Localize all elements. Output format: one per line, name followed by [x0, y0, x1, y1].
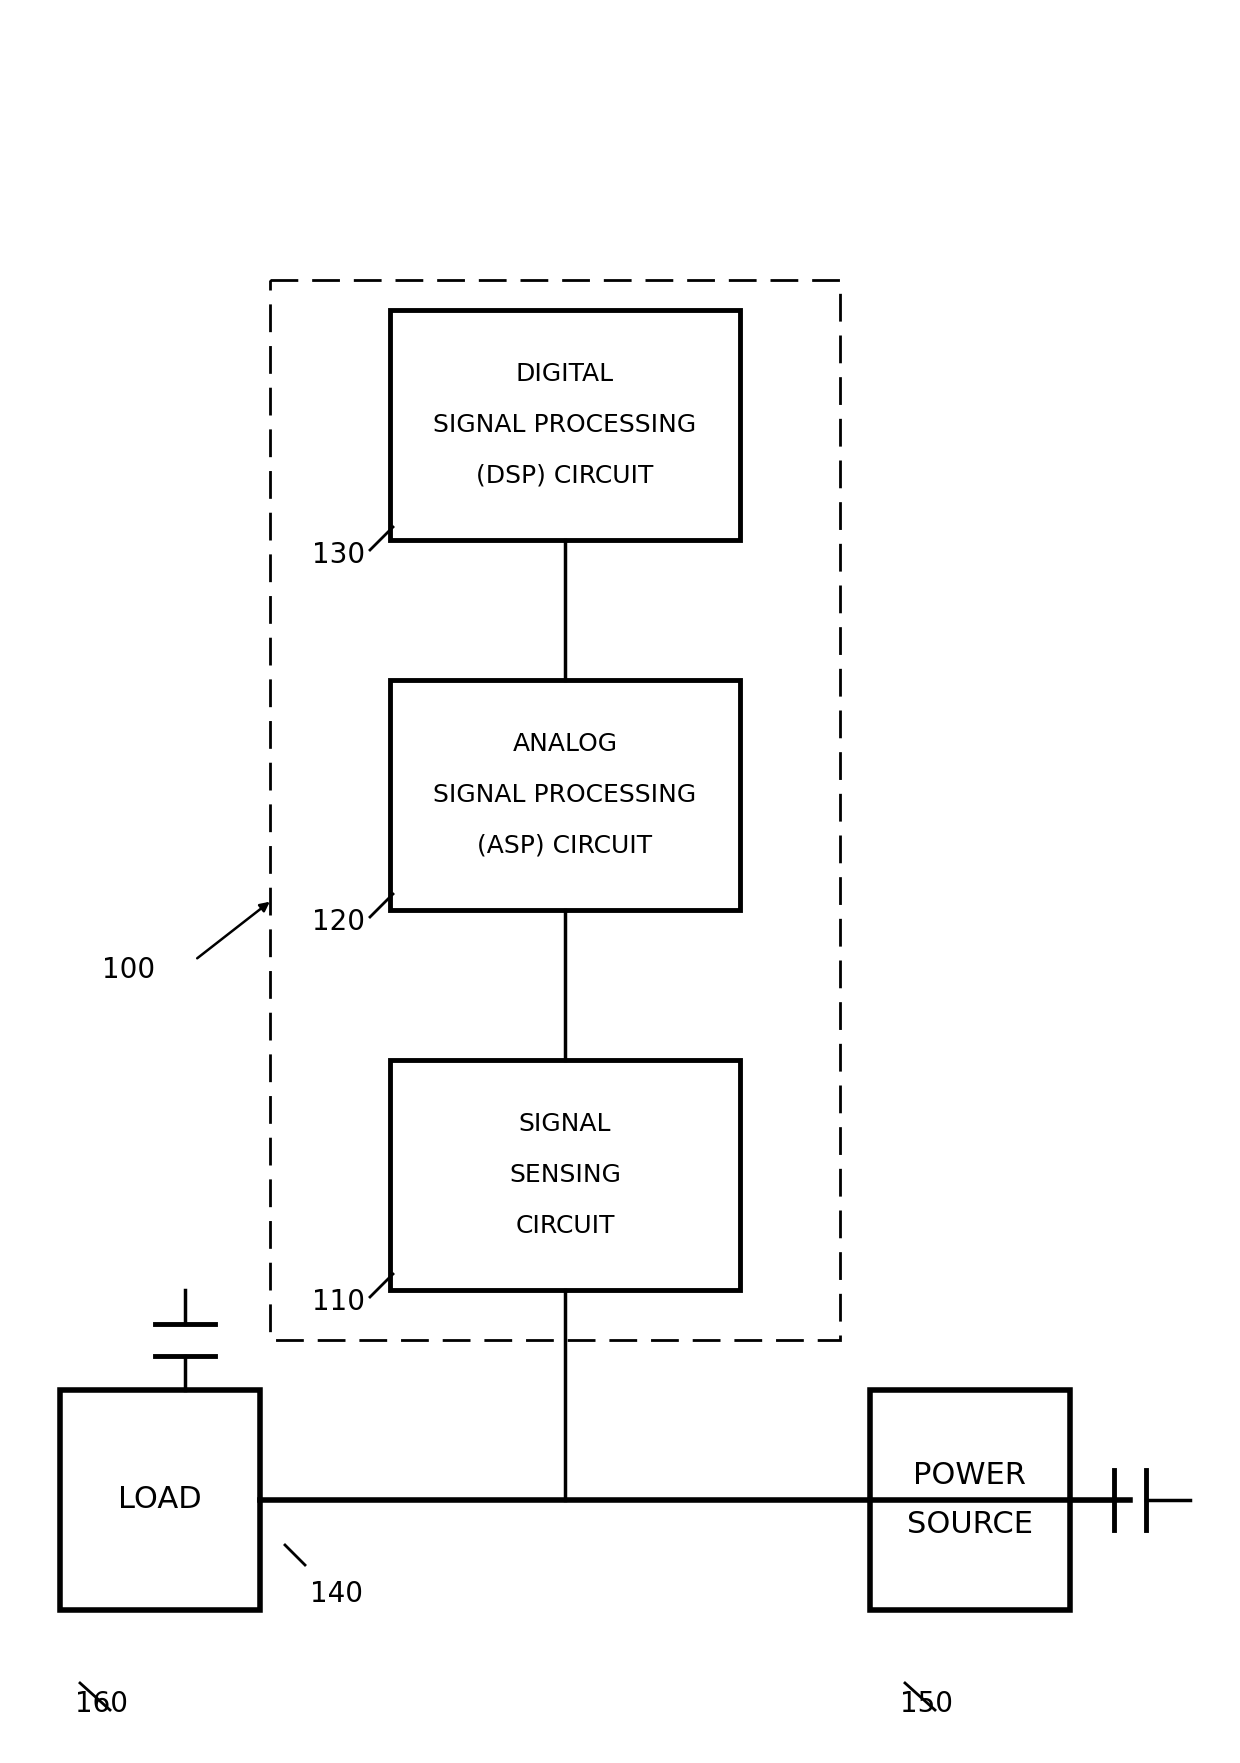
- Text: SOURCE: SOURCE: [906, 1509, 1033, 1539]
- Text: DIGITAL: DIGITAL: [516, 363, 614, 386]
- Bar: [391, 681, 740, 910]
- Text: POWER: POWER: [914, 1462, 1027, 1490]
- Bar: [270, 280, 839, 1340]
- Text: 130: 130: [312, 541, 365, 569]
- Bar: [870, 1389, 1070, 1610]
- Text: ANALOG: ANALOG: [512, 732, 618, 756]
- Text: 120: 120: [312, 908, 365, 936]
- Text: 150: 150: [900, 1691, 954, 1717]
- Text: CIRCUIT: CIRCUIT: [516, 1213, 615, 1238]
- Text: SIGNAL PROCESSING: SIGNAL PROCESSING: [434, 413, 697, 437]
- Text: SIGNAL: SIGNAL: [518, 1112, 611, 1137]
- Bar: [391, 310, 740, 539]
- Bar: [60, 1389, 260, 1610]
- Text: SENSING: SENSING: [510, 1164, 621, 1186]
- Text: SIGNAL PROCESSING: SIGNAL PROCESSING: [434, 783, 697, 807]
- Text: LOAD: LOAD: [118, 1486, 202, 1514]
- Text: 140: 140: [310, 1580, 363, 1608]
- Text: 100: 100: [102, 956, 155, 984]
- Text: (DSP) CIRCUIT: (DSP) CIRCUIT: [476, 464, 653, 488]
- Text: (ASP) CIRCUIT: (ASP) CIRCUIT: [477, 834, 652, 857]
- Bar: [391, 1060, 740, 1291]
- Text: 110: 110: [312, 1289, 365, 1315]
- Text: 160: 160: [74, 1691, 128, 1717]
